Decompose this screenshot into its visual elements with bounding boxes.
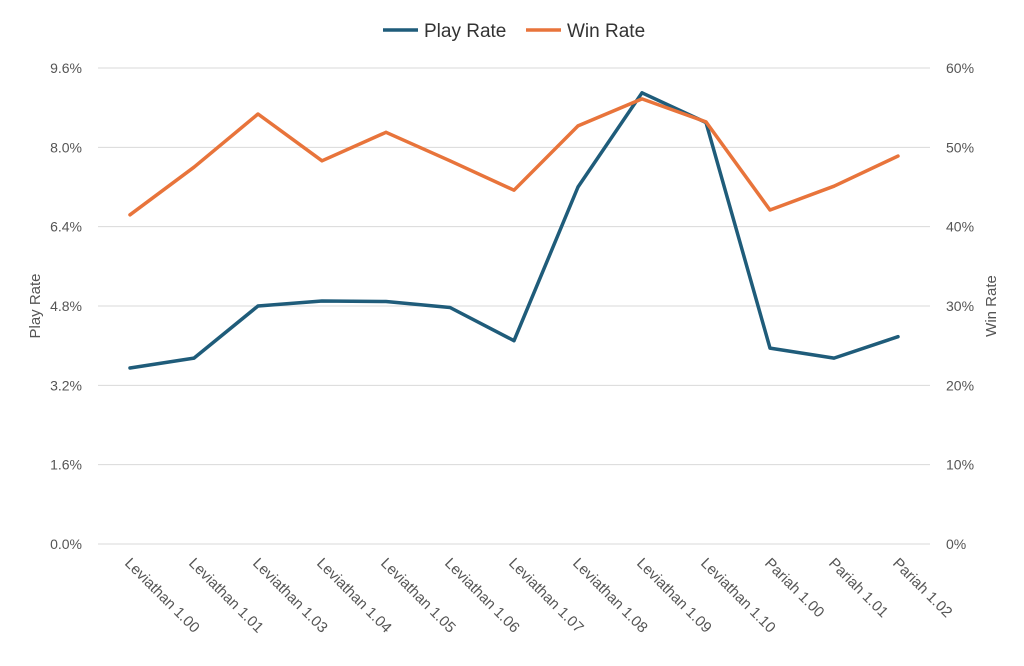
data-point-play-rate [384,300,388,304]
category-label: Pariah 1.00 [761,555,827,621]
data-point-play-rate [768,346,772,350]
left-tick-label: 6.4% [50,219,82,235]
data-point-play-rate [512,339,516,343]
data-point-win-rate [640,97,644,101]
left-tick-label: 0.0% [50,536,82,552]
legend-label-win-rate: Win Rate [567,21,645,42]
data-point-win-rate [512,188,516,192]
series-line-win-rate [128,97,900,217]
right-tick-label: 20% [946,377,974,393]
data-point-win-rate [768,208,772,212]
right-axis-title: Win Rate [983,275,1000,337]
data-point-win-rate [256,112,260,116]
data-point-play-rate [448,305,452,309]
right-tick-label: 60% [946,60,974,76]
right-tick-label: 30% [946,298,974,314]
right-axis-ticks: 0% 10% 20% 30% 40% 50% 60% [946,60,974,552]
legend-label-play-rate: Play Rate [424,21,506,42]
gridlines [98,67,930,545]
right-tick-label: 40% [946,219,974,235]
right-tick-label: 10% [946,457,974,473]
data-point-win-rate [832,184,836,188]
data-point-play-rate [256,304,260,308]
data-point-play-rate [832,356,836,360]
data-point-play-rate [576,185,580,189]
right-tick-label: 50% [946,139,974,155]
data-point-play-rate [640,91,644,95]
data-point-win-rate [384,130,388,134]
right-tick-label: 0% [946,536,966,552]
data-point-win-rate [896,154,900,158]
data-point-play-rate [128,366,132,370]
data-point-win-rate [128,213,132,217]
left-tick-label: 8.0% [50,139,82,155]
legend: Play Rate Win Rate [383,21,645,42]
left-axis-title: Play Rate [27,273,44,338]
category-label: Pariah 1.01 [825,555,891,621]
left-axis-ticks: 0.0% 1.6% 3.2% 4.8% 6.4% 8.0% 9.6% [50,60,82,552]
data-point-win-rate [704,120,708,124]
left-tick-label: 4.8% [50,298,82,314]
data-point-win-rate [192,165,196,169]
data-point-win-rate [448,159,452,163]
data-point-play-rate [192,356,196,360]
data-point-win-rate [576,124,580,128]
left-tick-label: 9.6% [50,60,82,76]
series-lines [128,91,900,370]
left-tick-label: 3.2% [50,377,82,393]
data-point-play-rate [320,299,324,303]
data-point-win-rate [320,159,324,163]
left-tick-label: 1.6% [50,457,82,473]
data-point-play-rate [896,335,900,339]
category-label: Pariah 1.02 [889,555,955,621]
series-line-play-rate [128,91,900,370]
